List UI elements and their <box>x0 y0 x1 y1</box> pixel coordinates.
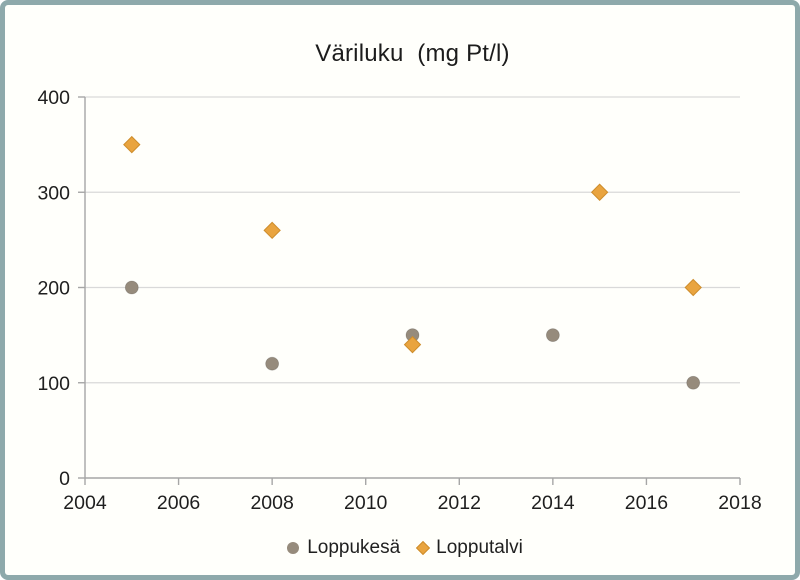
y-tick-label: 200 <box>37 278 70 300</box>
y-tick-label: 300 <box>37 182 70 204</box>
x-tick-label: 2004 <box>63 492 107 514</box>
legend-label-loppukesa: Loppukesä <box>307 537 401 558</box>
data-point-diamond <box>684 278 702 297</box>
y-tick-label: 100 <box>37 373 70 395</box>
x-tick-label: 2016 <box>625 492 668 514</box>
data-point-circle <box>124 280 139 295</box>
x-tick-label: 2018 <box>718 492 761 514</box>
x-tick-label: 2006 <box>157 492 200 514</box>
data-point-diamond <box>263 221 281 240</box>
x-tick-label: 2012 <box>438 492 481 514</box>
chart-legend: Loppukesä Lopputalvi <box>5 537 800 559</box>
y-tick-label: 400 <box>37 87 70 109</box>
data-point-circle <box>265 356 280 371</box>
data-point-diamond <box>403 335 422 354</box>
data-point-diamond <box>123 135 141 154</box>
x-tick-label: 2014 <box>531 492 575 514</box>
data-point-circle <box>545 328 560 343</box>
circle-marker-icon <box>287 542 300 554</box>
diamond-marker-icon <box>416 540 431 556</box>
x-tick-label: 2010 <box>344 492 388 514</box>
legend-label-lopputalvi: Lopputalvi <box>436 537 523 558</box>
legend-item-lopputalvi: Lopputalvi <box>416 537 523 559</box>
legend-item-loppukesa: Loppukesä <box>287 537 400 559</box>
y-tick-label: 0 <box>59 468 70 490</box>
data-point-diamond <box>590 183 609 201</box>
data-point-circle <box>686 375 701 390</box>
plot-area: 0 100 200 300 400 2004 2006 2008 2010 2012 2014 201… <box>37 87 761 514</box>
x-tick-label: 2008 <box>250 492 293 514</box>
chart-title: Väriluku (mg Pt/l) <box>315 40 510 67</box>
